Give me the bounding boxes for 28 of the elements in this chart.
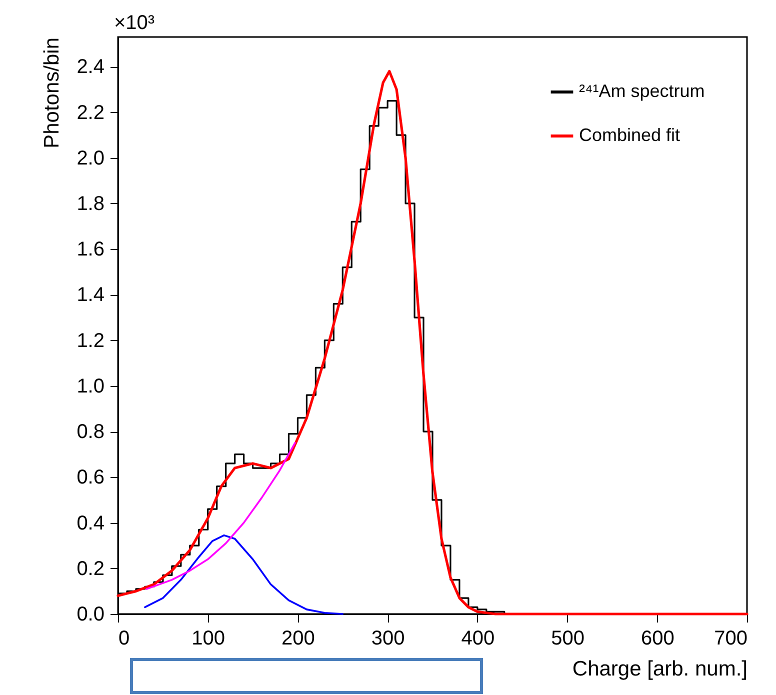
legend-label: Combined fit: [579, 125, 680, 145]
y-tick-label: 1.2: [76, 330, 104, 352]
y-tick-label: 1.8: [76, 192, 104, 215]
x-tick-label: 400: [461, 628, 495, 650]
x-tick-label: 200: [282, 628, 315, 650]
x-tick-label: 100: [192, 628, 226, 650]
x-tick-label: 500: [551, 628, 584, 650]
text: ×10³: [114, 12, 155, 34]
y-tick-label: 0.8: [76, 421, 104, 444]
y-tick-label: 2.0: [76, 147, 104, 170]
y-tick-label: 1.6: [76, 238, 104, 261]
y-tick-label: 1.0: [76, 375, 104, 398]
y-tick-label: 0.2: [76, 558, 104, 580]
x-tick-label: 0: [118, 628, 130, 650]
x-tick-label: 300: [371, 628, 405, 650]
x-tick-label: 700: [714, 628, 748, 650]
y-tick-label: 2.4: [76, 56, 104, 78]
legend-label: ²⁴¹Am spectrum: [579, 81, 705, 101]
x-axis-title: Charge [arb. num.]: [572, 658, 748, 680]
y-axis-title: Photons/bin: [40, 38, 64, 148]
y-tick-label: 0.6: [76, 466, 104, 489]
y-tick-label: 0.0: [76, 604, 104, 626]
y-tick-label: 1.4: [76, 284, 104, 306]
y-tick-label: 0.4: [76, 512, 104, 534]
y-tick-label: 2.2: [76, 102, 104, 124]
line-series: [144, 534, 344, 615]
line-series: [146, 442, 296, 590]
x-tick-label: 600: [640, 628, 674, 650]
